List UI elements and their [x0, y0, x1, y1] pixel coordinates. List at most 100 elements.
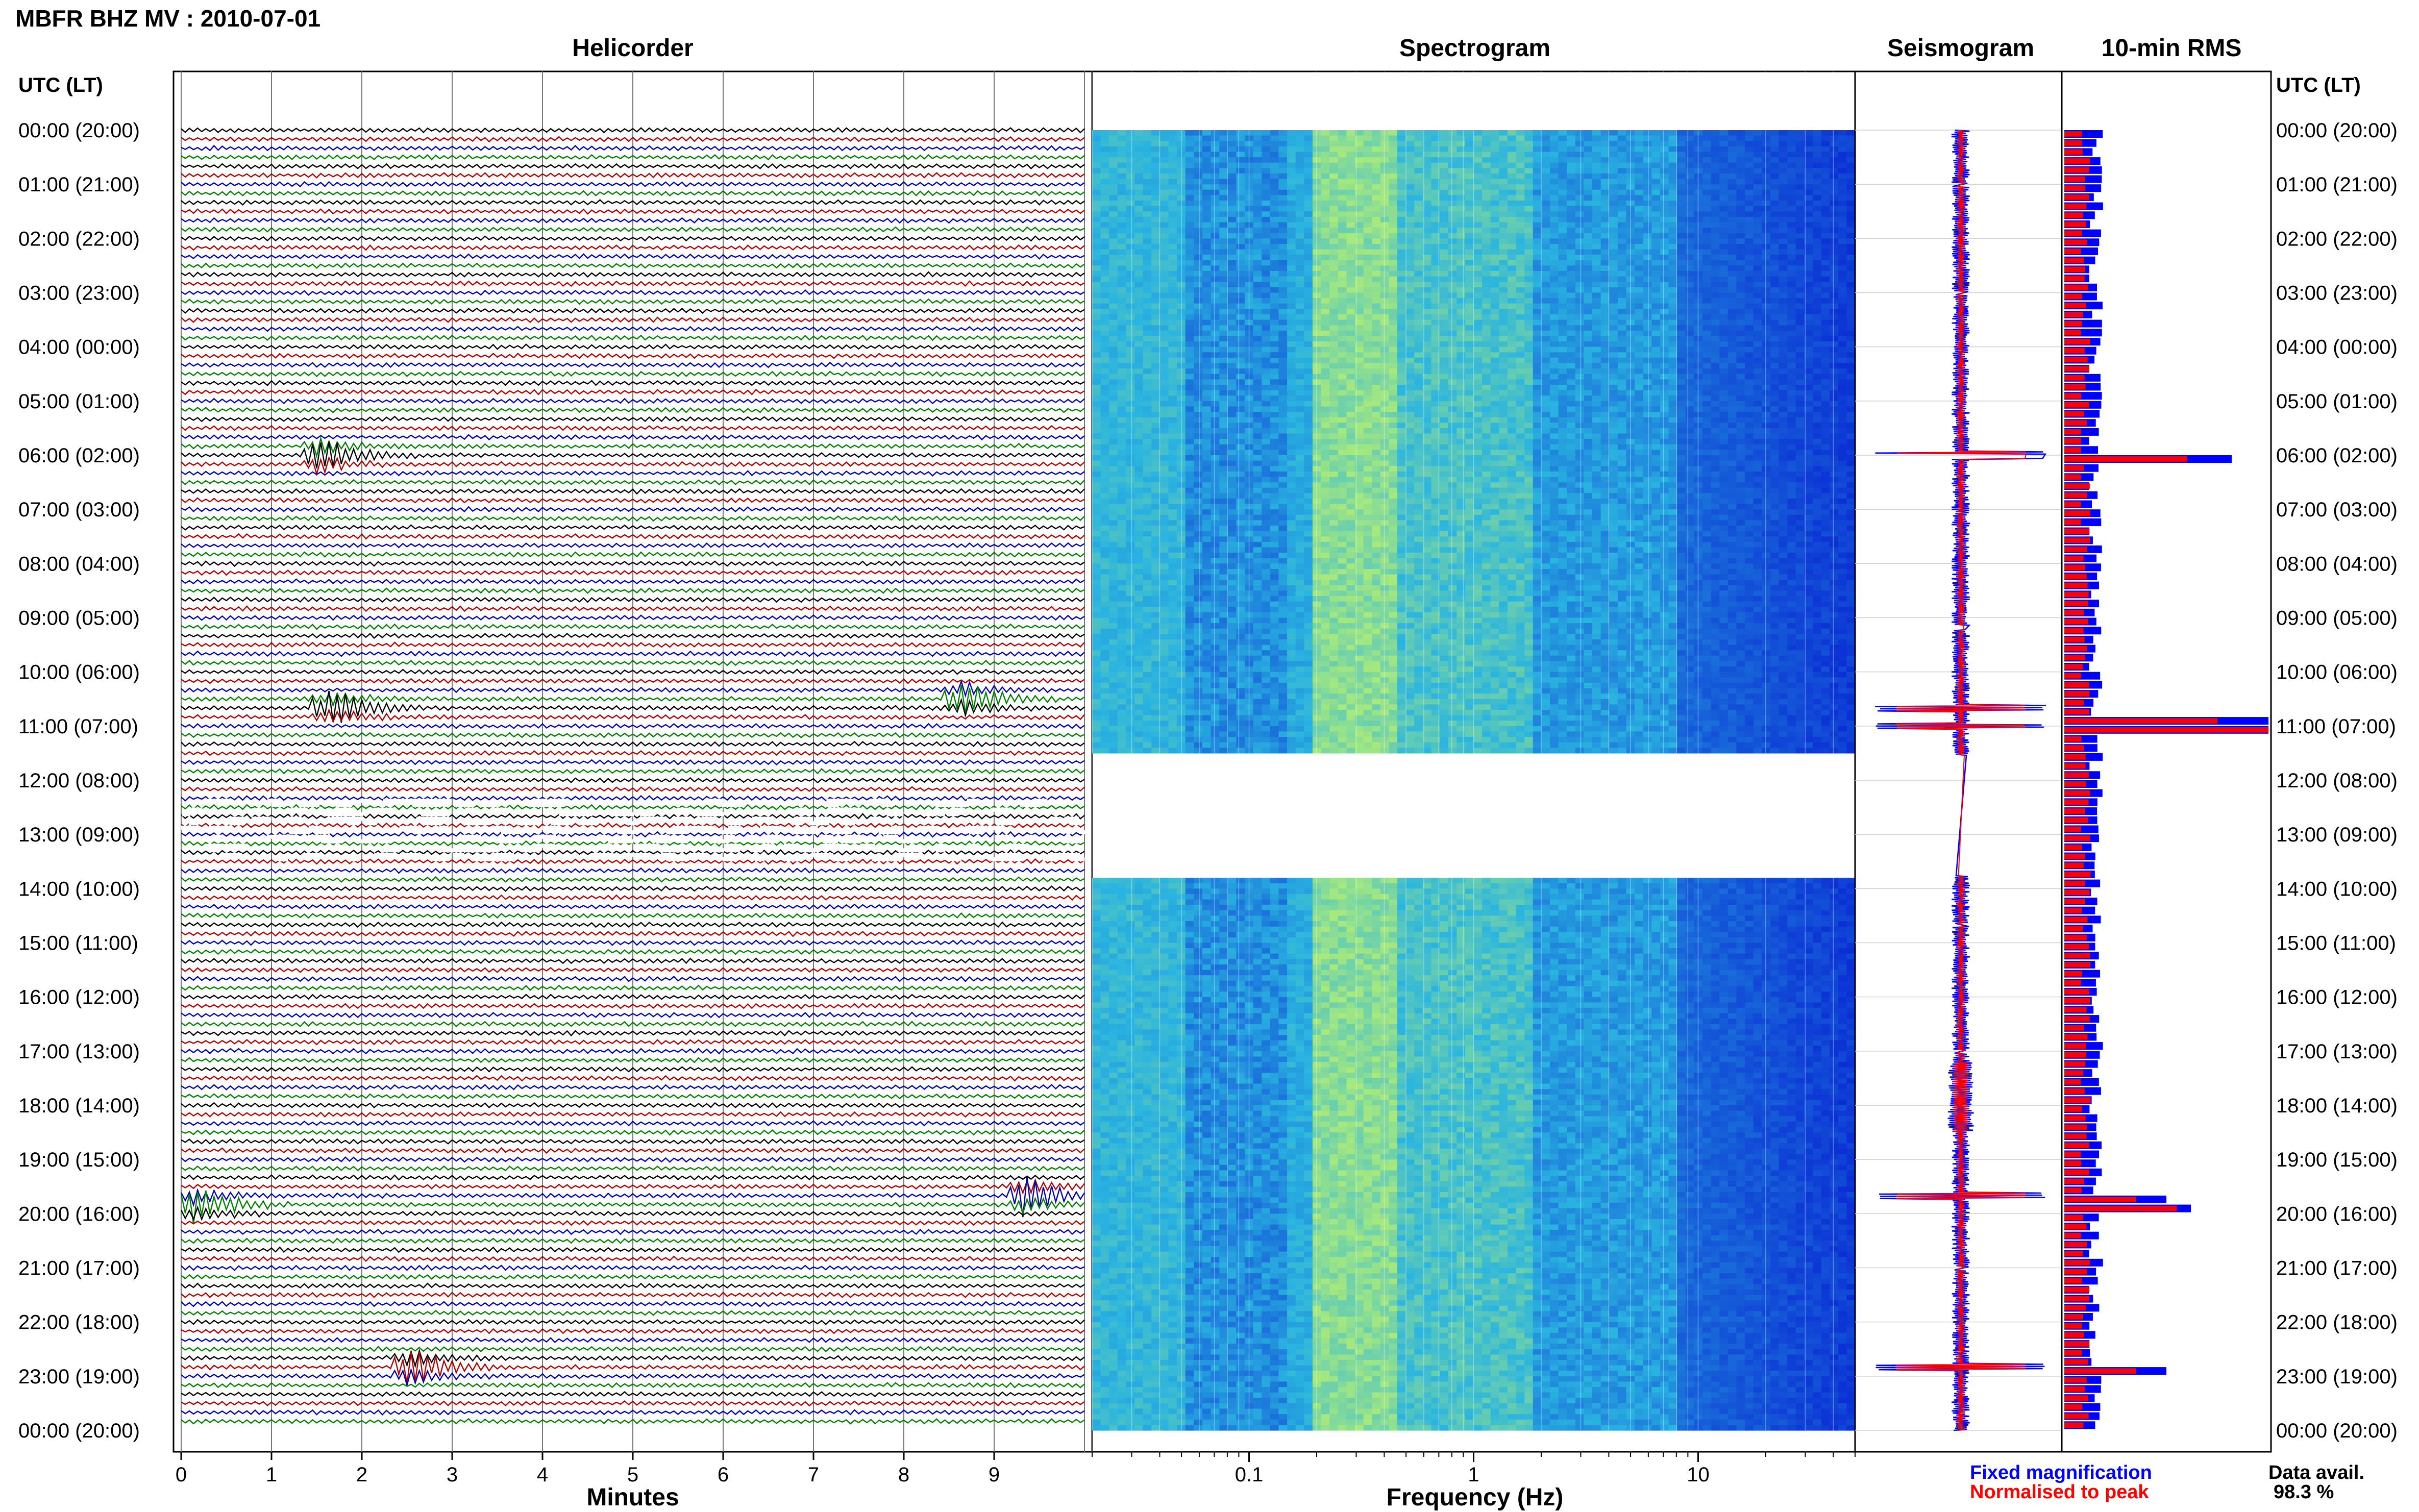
spectrogram-cell	[1626, 222, 1635, 228]
spectrogram-cell	[1134, 135, 1144, 141]
data-gap	[1042, 857, 1057, 862]
spectrogram-cell	[1202, 157, 1212, 163]
spectrogram-cell	[1635, 249, 1644, 255]
spectrogram-cell	[1727, 374, 1737, 380]
spectrogram-cell	[1295, 189, 1304, 195]
spectrogram-cell	[1168, 395, 1177, 402]
spectrogram-cell	[1457, 352, 1466, 358]
spectrogram-cell	[1253, 255, 1262, 261]
spectrogram-cell	[1194, 260, 1203, 266]
spectrogram-cell	[1762, 179, 1771, 185]
spectrogram-cell	[1567, 330, 1576, 336]
spectrogram-cell	[1651, 395, 1661, 402]
spectrogram-cell	[1635, 260, 1644, 266]
data-gap	[673, 816, 689, 821]
spectrogram-cell	[1719, 341, 1729, 348]
spectrogram-cell	[1558, 238, 1567, 244]
spectrogram-cell	[1346, 233, 1355, 239]
spectrogram-cell	[1389, 395, 1398, 402]
spectrogram-cell	[1482, 346, 1491, 353]
spectrogram-cell	[1719, 374, 1729, 380]
spectrogram-cell	[1787, 374, 1796, 380]
spectrogram-cell	[1227, 211, 1237, 217]
spectrogram-cell	[1143, 379, 1152, 385]
spectrogram-cell	[1651, 319, 1661, 326]
spectrogram-cell	[1304, 303, 1313, 309]
spectrogram-cell	[1516, 195, 1525, 201]
spectrogram-cell	[1736, 152, 1745, 158]
data-gap	[597, 853, 614, 857]
spectrogram-cell	[1473, 319, 1483, 326]
data-gap	[544, 844, 555, 848]
spectrogram-cell	[1312, 222, 1322, 228]
spectrogram-cell	[1600, 330, 1610, 336]
spectrogram-cell	[1151, 352, 1161, 358]
spectrogram-cell	[1524, 336, 1534, 342]
spectrogram-cell	[1185, 271, 1194, 277]
spectrogram-cell	[1804, 157, 1813, 163]
spectrogram-cell	[1736, 292, 1745, 299]
spectrogram-cell	[1262, 146, 1271, 153]
spectrogram-cell	[1151, 162, 1161, 168]
data-gap	[464, 807, 473, 812]
spectrogram-cell	[1262, 228, 1271, 234]
spectrogram-cell	[1422, 206, 1431, 212]
spectrogram-cell	[1516, 249, 1525, 255]
spectrogram-cell	[1617, 135, 1627, 141]
spectrogram-cell	[1762, 330, 1771, 336]
spectrogram-cell	[1457, 184, 1466, 190]
spectrogram-cell	[1762, 216, 1771, 223]
spectrogram-cell	[1227, 265, 1237, 271]
spectrogram-cell	[1600, 255, 1610, 261]
spectrogram-cell	[1770, 374, 1780, 380]
spectrogram-cell	[1541, 363, 1550, 369]
spectrogram-cell	[1227, 146, 1237, 153]
helicorder-trace	[181, 578, 1085, 585]
spectrogram-cell	[1092, 228, 1101, 234]
spectrogram-cell	[1804, 135, 1813, 141]
spectrogram-cell	[1134, 216, 1144, 223]
spectrogram-cell	[1287, 162, 1296, 168]
spectrogram-cell	[1389, 244, 1398, 250]
data-gap	[1080, 830, 1099, 834]
spectrogram-cell	[1753, 287, 1762, 293]
spectrogram-cell	[1177, 184, 1186, 190]
data-gap	[860, 844, 875, 848]
spectrogram-cell	[1651, 282, 1661, 288]
spectrogram-cell	[1134, 206, 1144, 212]
spectrogram-cell	[1134, 233, 1144, 239]
spectrogram-cell	[1668, 141, 1677, 147]
spectrogram-cell	[1643, 309, 1652, 315]
spectrogram-cell	[1177, 357, 1186, 364]
spectrogram-cell	[1380, 287, 1389, 293]
spectrogram-cell	[1168, 390, 1177, 396]
spectrogram-cell	[1617, 201, 1627, 207]
spectrogram-cell	[1389, 228, 1398, 234]
spectrogram-cell	[1422, 352, 1431, 358]
spectrogram-cell	[1685, 341, 1694, 348]
spectrogram-cell	[1126, 222, 1135, 228]
spectrogram-cell	[1159, 152, 1169, 158]
spectrogram-cell	[1372, 319, 1381, 326]
spectrogram-cell	[1787, 222, 1796, 228]
spectrogram-cell	[1338, 330, 1347, 336]
spectrogram-cell	[1770, 233, 1780, 239]
spectrogram-cell	[1321, 211, 1330, 217]
helicorder-trace	[181, 1336, 1085, 1344]
spectrogram-cell	[1753, 146, 1762, 153]
spectrogram-cell	[1660, 292, 1669, 299]
spectrogram-cell	[1177, 238, 1186, 244]
spectrogram-cell	[1753, 357, 1762, 364]
spectrogram-cell	[1219, 157, 1228, 163]
spectrogram-cell	[1100, 271, 1109, 277]
spectrogram-cell	[1270, 314, 1279, 320]
spectrogram-cell	[1211, 374, 1220, 380]
spectrogram-cell	[1846, 216, 1856, 223]
helicorder-trace	[181, 398, 1085, 405]
spectrogram-cell	[1524, 216, 1534, 223]
rms-title: 10-min RMS	[2102, 35, 2242, 62]
spectrogram-cell	[1643, 282, 1652, 288]
spectrogram-cell	[1812, 130, 1822, 136]
spectrogram-cell	[1617, 195, 1627, 201]
spectrogram-cell	[1202, 374, 1212, 380]
